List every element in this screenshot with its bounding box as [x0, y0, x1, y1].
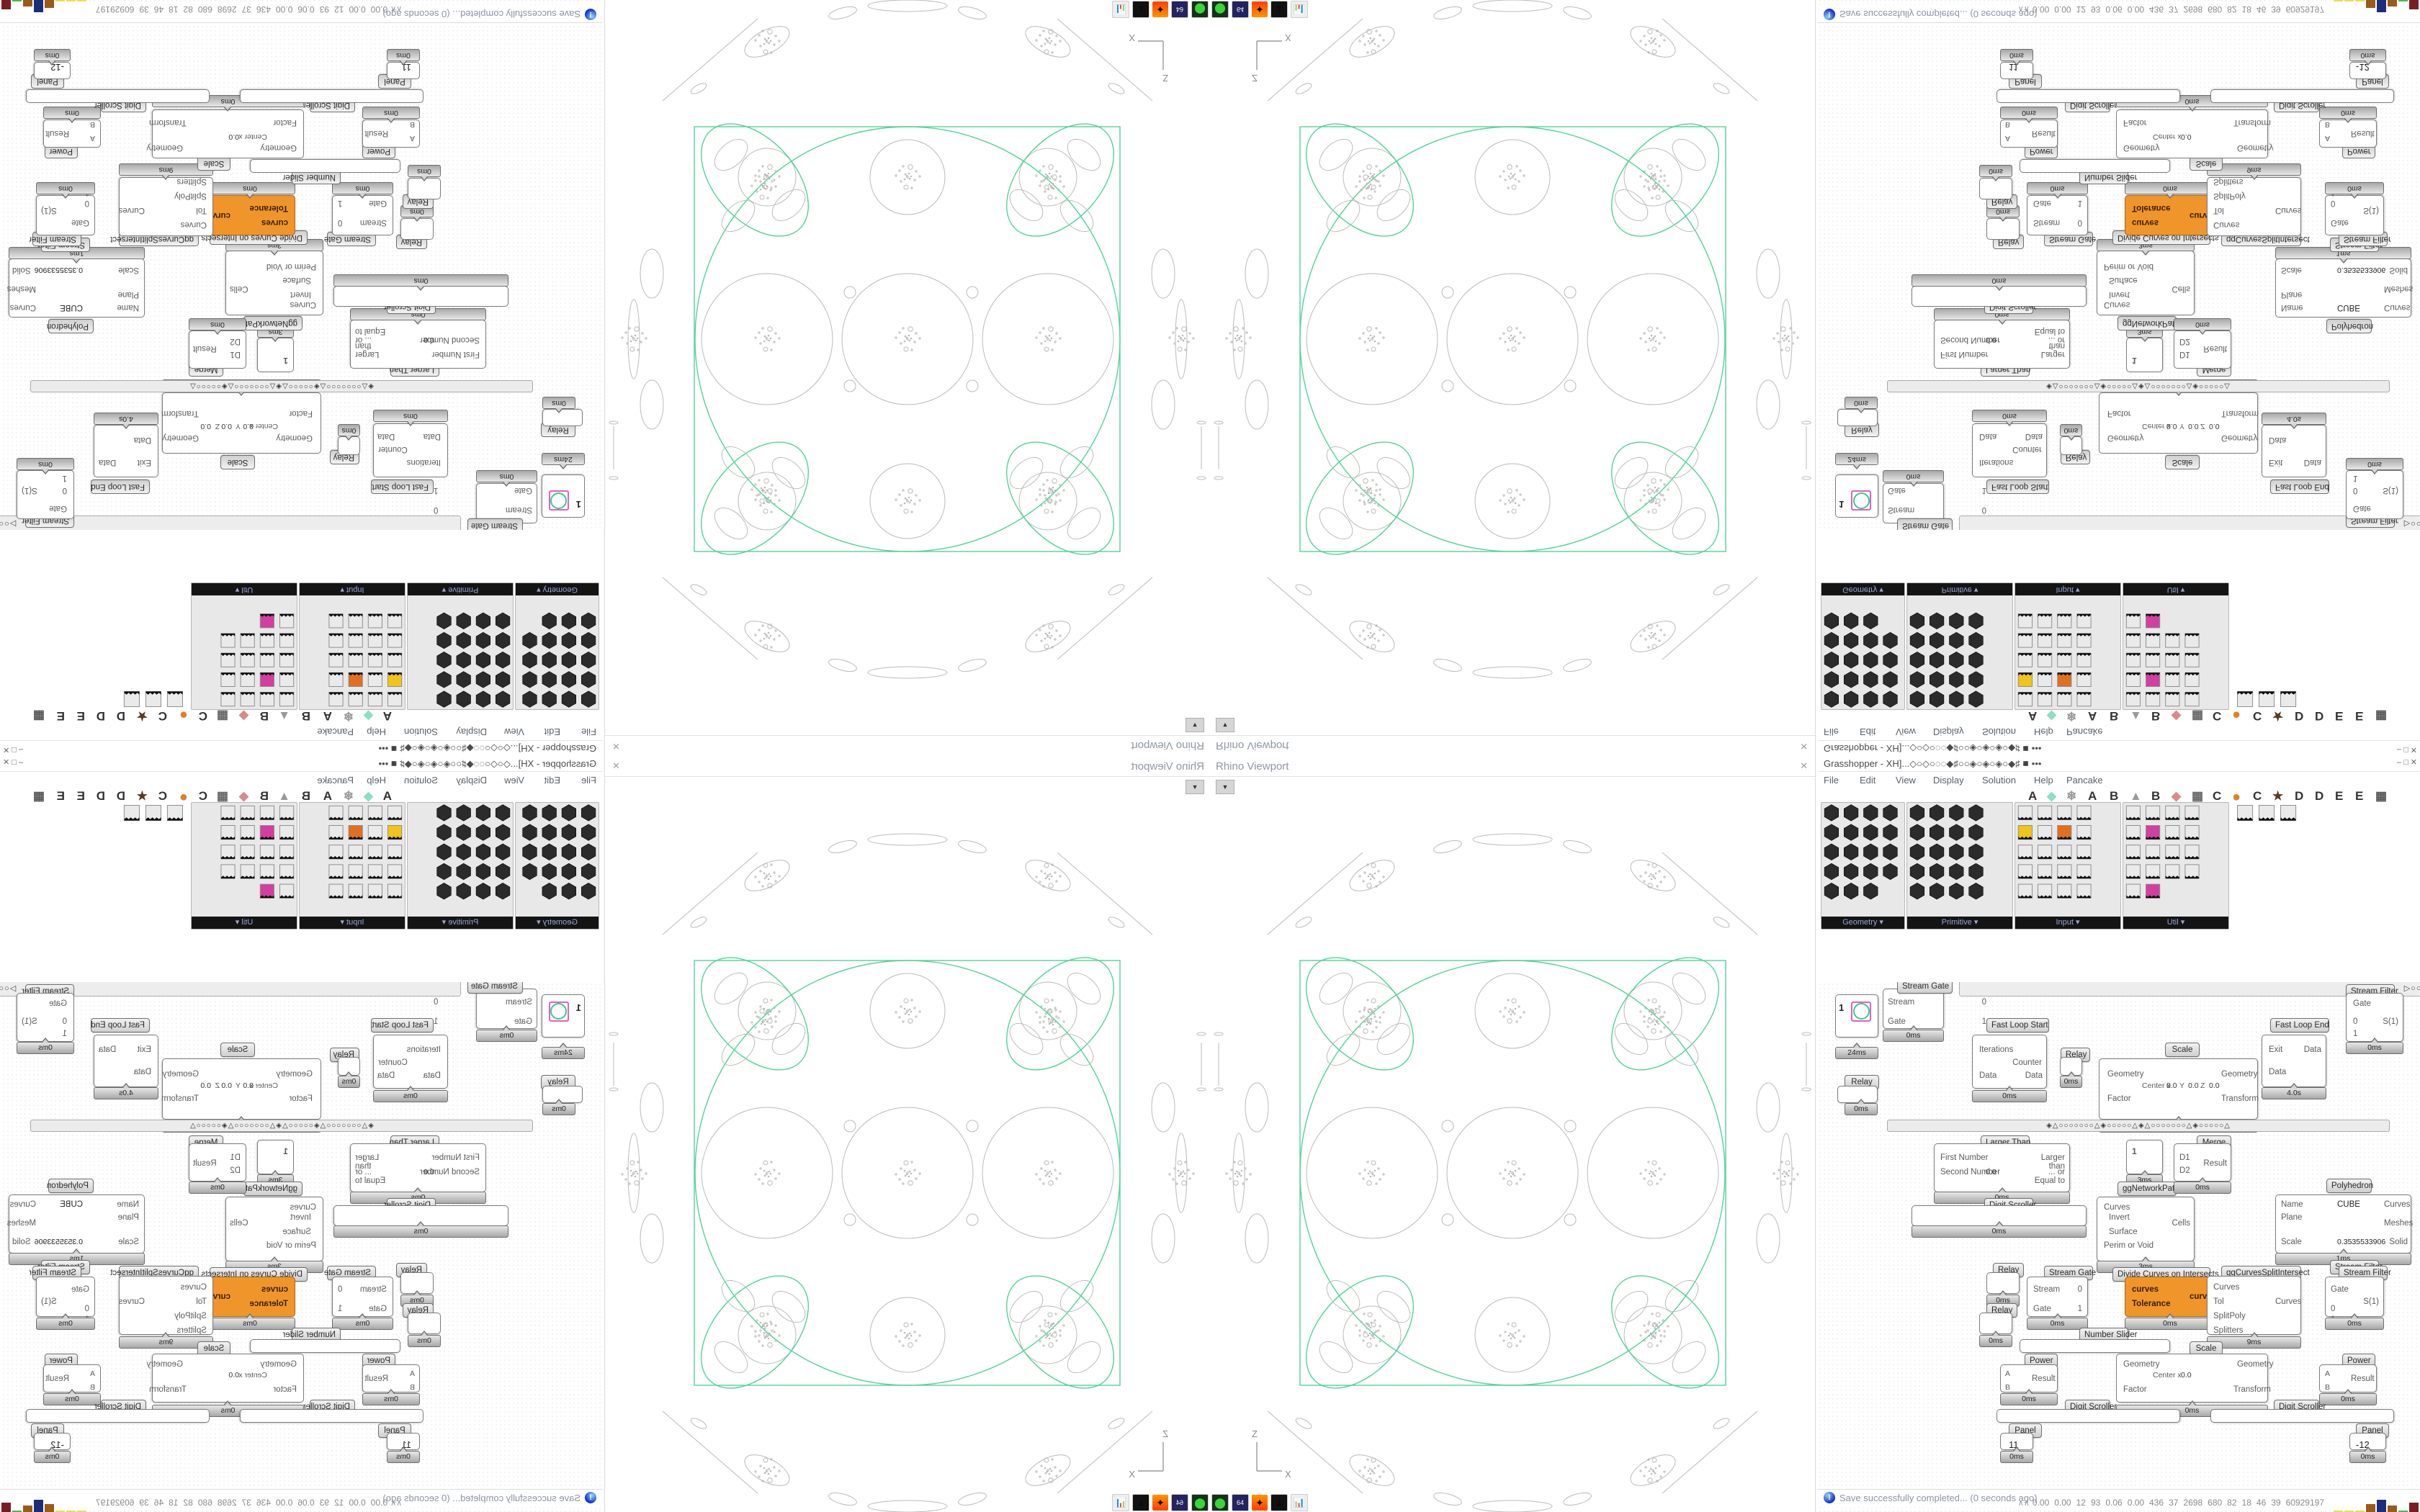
svg-text:Z: Z — [1252, 73, 1258, 84]
svg-text:X: X — [1285, 32, 1291, 43]
svg-text:Z: Z — [1162, 1428, 1168, 1439]
svg-text:Z: Z — [1252, 1428, 1258, 1439]
svg-text:Z: Z — [1162, 73, 1168, 84]
svg-text:X: X — [1129, 32, 1135, 43]
svg-text:X: X — [1285, 1469, 1291, 1480]
svg-text:X: X — [1129, 1469, 1135, 1480]
